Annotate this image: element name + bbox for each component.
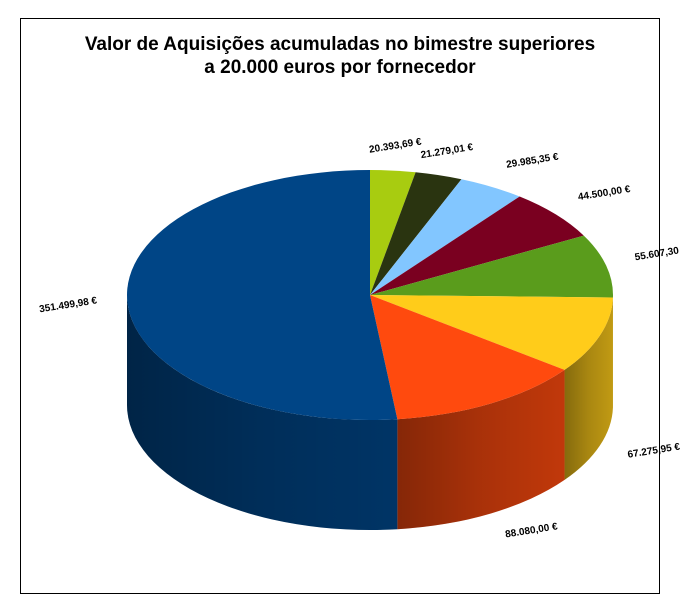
pie-slice-4 [370,235,613,298]
pie-label-7: 351.499,98 € [39,295,99,315]
pie-slice-2 [370,179,520,295]
pie-slice-6 [370,295,565,420]
pie-label-6: 88.080,00 € [505,521,559,540]
pie-label-4: 55.607,30 € [634,244,680,263]
pie-slice-3 [370,196,584,295]
pie-slice-5 [370,295,613,370]
pie-slice-7 [127,170,398,420]
pie-label-5: 67.275,95 € [627,442,680,461]
pie-sides [127,295,613,530]
pie-slice-0 [370,170,416,295]
chart-title: Valor de Aquisições acumuladas no bimest… [21,33,659,79]
pie-side-shade-5 [564,297,613,480]
pie-label-1: 21.279,01 € [420,142,474,161]
pie-label-0: 20.393,69 € [368,137,422,156]
chart-title-line-1: Valor de Aquisições acumuladas no bimest… [84,34,596,55]
pie-side-shade-6 [397,369,565,530]
pie-side-shade-7 [127,295,398,530]
pie-label-3: 44.500,00 € [577,184,631,203]
pie-tops [127,170,613,420]
pie-label-2: 29.985,35 € [505,152,559,171]
pie-slice-1 [370,172,462,295]
chart-title-line-2: a 20.000 euros por fornecedor [204,57,476,78]
